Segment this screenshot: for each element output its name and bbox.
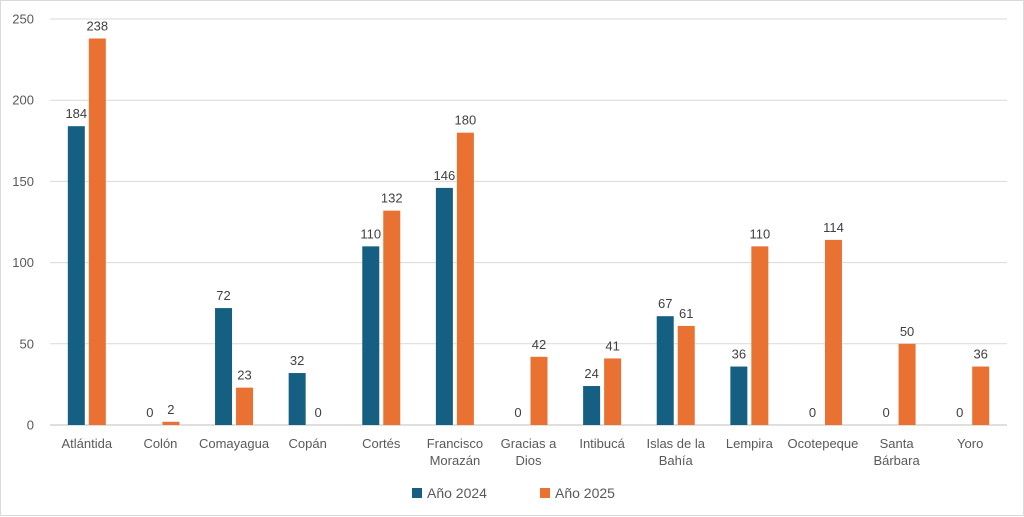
x-tick-label: Gracias a	[501, 436, 557, 451]
x-tick-label: Francisco	[427, 436, 483, 451]
x-tick-label: Lempira	[726, 436, 774, 451]
data-label: 61	[679, 306, 693, 321]
data-label: 42	[532, 337, 546, 352]
bar-2025	[972, 366, 990, 425]
x-tick-label: Bahía	[659, 453, 694, 468]
bar-2025	[456, 132, 474, 425]
bar-2025	[162, 421, 180, 425]
data-label: 50	[900, 324, 914, 339]
x-tick-label: Cortés	[362, 436, 401, 451]
x-tick-label: Morazán	[430, 453, 481, 468]
bar-2024	[435, 187, 453, 425]
bar-2024	[583, 386, 601, 425]
data-label: 36	[973, 347, 987, 362]
y-tick-label: 200	[12, 93, 34, 108]
data-label: 72	[216, 288, 230, 303]
x-tick-label: Bárbara	[873, 453, 920, 468]
x-tick-label: Intibucá	[579, 436, 625, 451]
bar-2025	[530, 356, 548, 425]
data-label: 32	[290, 353, 304, 368]
data-label: 23	[237, 368, 251, 383]
x-tick-label: Dios	[515, 453, 542, 468]
data-label: 114	[823, 220, 844, 235]
data-label: 0	[514, 405, 521, 420]
bar-2024	[730, 366, 748, 425]
bar-2025	[604, 358, 622, 425]
x-tick-label: Ocotepeque	[788, 436, 859, 451]
data-label: 24	[584, 366, 598, 381]
bar-2025	[751, 246, 769, 425]
data-label: 184	[65, 106, 87, 121]
data-label: 238	[86, 18, 108, 33]
bar-2024	[288, 373, 306, 425]
y-tick-label: 0	[27, 418, 34, 433]
data-label: 2	[167, 402, 174, 417]
bar-2024	[362, 246, 380, 425]
bar-2025	[898, 343, 916, 425]
x-tick-label: Yoro	[957, 436, 983, 451]
x-tick-label: Atlántida	[62, 436, 113, 451]
bar-2024	[656, 316, 674, 425]
data-label: 180	[455, 113, 477, 128]
legend-swatch-2024	[412, 488, 422, 498]
data-label: 110	[360, 226, 381, 241]
bar-2024	[67, 126, 85, 426]
legend-label-2024: Año 2024	[427, 485, 487, 501]
bar-2025	[824, 239, 842, 425]
legend-swatch-2025	[540, 488, 550, 498]
legend-label-2025: Año 2025	[555, 485, 615, 501]
data-label: 41	[605, 338, 619, 353]
bar-2025	[677, 325, 695, 425]
data-label: 132	[381, 191, 403, 206]
y-tick-label: 50	[20, 336, 34, 351]
data-label: 110	[749, 226, 770, 241]
data-label: 0	[146, 405, 153, 420]
bar-2025	[383, 210, 401, 425]
x-tick-label: Comayagua	[199, 436, 270, 451]
bar-2025	[88, 38, 106, 425]
y-tick-label: 250	[12, 12, 34, 27]
data-label: 0	[956, 405, 963, 420]
bar-2025	[236, 387, 254, 425]
x-tick-label: Copán	[288, 436, 326, 451]
y-tick-label: 150	[12, 174, 34, 189]
data-label: 0	[882, 405, 889, 420]
y-tick-label: 100	[12, 255, 34, 270]
data-label: 67	[658, 296, 672, 311]
data-label: 0	[315, 405, 322, 420]
data-label: 0	[809, 405, 816, 420]
bar-2024	[215, 308, 233, 425]
data-label: 146	[434, 168, 456, 183]
x-tick-label: Santa	[880, 436, 915, 451]
data-label: 36	[732, 347, 746, 362]
x-tick-label: Islas de la	[646, 436, 705, 451]
x-tick-label: Colón	[143, 436, 177, 451]
